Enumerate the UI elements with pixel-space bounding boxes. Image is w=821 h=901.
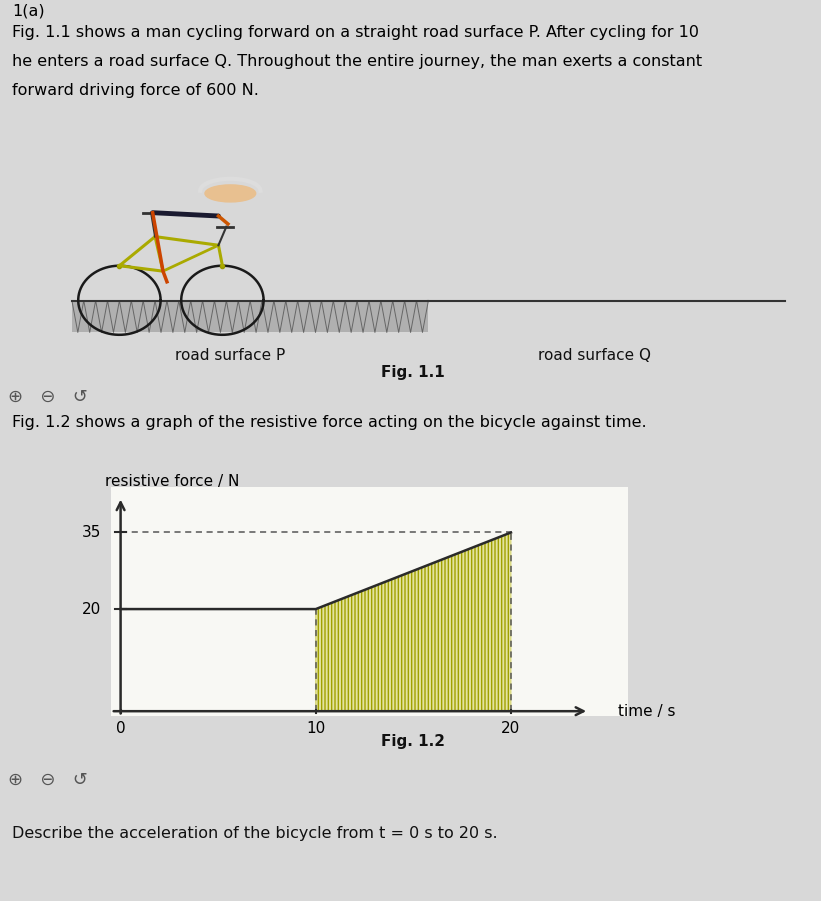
Text: he enters a road surface Q. Throughout the entire journey, the man exerts a cons: he enters a road surface Q. Throughout t… bbox=[12, 54, 703, 69]
Bar bbox=[72, 301, 429, 332]
Text: forward driving force of 600 N.: forward driving force of 600 N. bbox=[12, 83, 259, 98]
Text: Fig. 1.1 shows a man cycling forward on a straight road surface P. After cycling: Fig. 1.1 shows a man cycling forward on … bbox=[12, 24, 699, 40]
Text: 35: 35 bbox=[82, 525, 101, 540]
Text: 20: 20 bbox=[502, 722, 521, 736]
Text: Fig. 1.2 shows a graph of the resistive force acting on the bicycle against time: Fig. 1.2 shows a graph of the resistive … bbox=[12, 415, 647, 431]
Text: Fig. 1.1: Fig. 1.1 bbox=[381, 365, 444, 380]
Text: Describe the acceleration of the bicycle from t = 0 s to 20 s.: Describe the acceleration of the bicycle… bbox=[12, 826, 498, 842]
Text: 1(a): 1(a) bbox=[12, 4, 45, 18]
Circle shape bbox=[205, 185, 255, 202]
Text: 0: 0 bbox=[116, 722, 126, 736]
Text: road surface P: road surface P bbox=[175, 349, 286, 363]
Text: ⊕   ⊖   ↺: ⊕ ⊖ ↺ bbox=[8, 387, 88, 405]
Text: ⊕   ⊖   ↺: ⊕ ⊖ ↺ bbox=[8, 771, 88, 789]
Text: time / s: time / s bbox=[618, 704, 676, 719]
Text: 10: 10 bbox=[306, 722, 325, 736]
Text: road surface Q: road surface Q bbox=[539, 349, 651, 363]
Text: Fig. 1.2: Fig. 1.2 bbox=[381, 733, 444, 749]
Text: resistive force / N: resistive force / N bbox=[105, 474, 240, 489]
Polygon shape bbox=[316, 532, 511, 711]
Text: 20: 20 bbox=[82, 602, 101, 616]
